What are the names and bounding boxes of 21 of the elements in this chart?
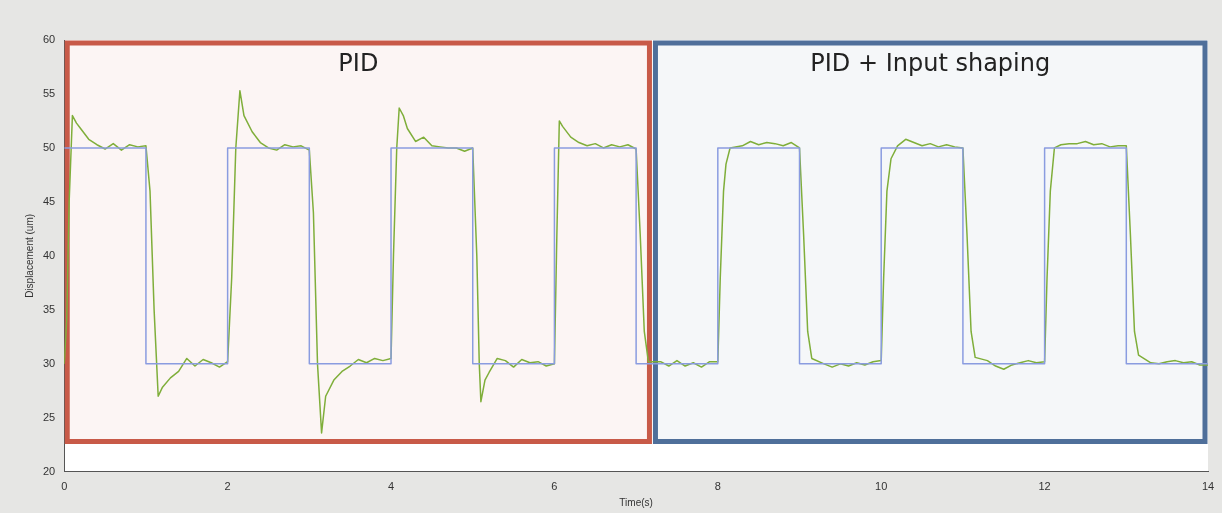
y-tick-label: 30 bbox=[42, 356, 56, 369]
y-tick-label: 55 bbox=[42, 87, 56, 100]
x-tick-label: 4 bbox=[387, 480, 395, 493]
band-label: PID bbox=[338, 49, 379, 78]
x-tick-label: 12 bbox=[1038, 480, 1051, 493]
y-tick-label: 60 bbox=[42, 33, 56, 46]
x-tick-label: 8 bbox=[714, 480, 721, 493]
y-tick-label: 25 bbox=[42, 410, 56, 423]
x-tick-label: 14 bbox=[1201, 480, 1215, 493]
y-tick-label: 20 bbox=[42, 464, 56, 477]
y-tick-label: 45 bbox=[42, 194, 56, 207]
y-tick-label: 50 bbox=[42, 140, 56, 153]
x-tick-label: 6 bbox=[551, 480, 558, 493]
x-tick-label: 0 bbox=[61, 480, 68, 493]
x-tick-label: 10 bbox=[875, 480, 888, 493]
y-axis-title: Displacement (um) bbox=[23, 213, 35, 298]
x-axis-title: Time(s) bbox=[619, 496, 653, 508]
y-tick-label: 40 bbox=[42, 248, 56, 261]
band-label: PID + Input shaping bbox=[810, 49, 1051, 78]
x-tick-label: 2 bbox=[224, 480, 231, 493]
y-tick-label: 35 bbox=[42, 302, 56, 315]
